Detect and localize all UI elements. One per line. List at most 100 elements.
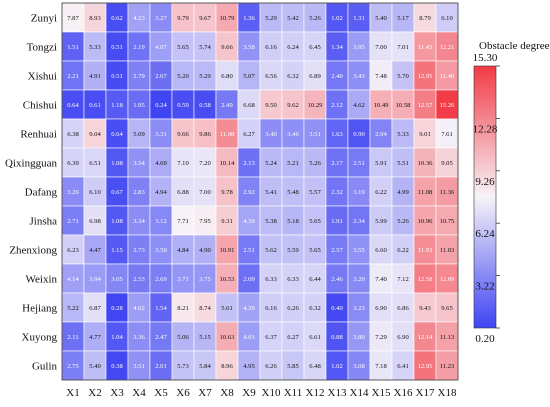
cell-value-label: 5.51 xyxy=(397,160,409,167)
cell-value-label: 4.23 xyxy=(133,15,145,22)
cell-value-label: 6.39 xyxy=(67,160,79,167)
row-label: Weixin xyxy=(26,274,58,286)
row-label: Xishui xyxy=(28,71,57,83)
cell-value-label: 9.86 xyxy=(199,131,211,138)
cell-value-label: 5.73 xyxy=(177,363,189,370)
column-label: X5 xyxy=(154,387,168,399)
colorbar-gradient xyxy=(473,65,497,329)
row-label: Chishui xyxy=(23,100,57,112)
cell-value-label: 1.08 xyxy=(111,160,123,167)
cell-value-label: 5.20 xyxy=(177,73,189,80)
row-label: Tongzi xyxy=(27,42,57,54)
cell-value-label: 5.59 xyxy=(287,247,299,254)
cell-value-label: 6.41 xyxy=(397,363,409,370)
cell-value-label: 5.85 xyxy=(287,363,299,370)
cell-value-label: 5.40 xyxy=(375,15,387,22)
cell-value-label: 0.62 xyxy=(111,15,123,22)
cell-value-label: 0.88 xyxy=(331,334,343,341)
cell-value-label: 3.31 xyxy=(155,131,167,138)
cell-value-label: 11.36 xyxy=(440,189,455,196)
cell-value-label: 1.15 xyxy=(111,247,123,254)
cell-value-label: 9.50 xyxy=(265,102,277,109)
column-label: X8 xyxy=(220,387,234,399)
cell-value-label: 4.47 xyxy=(89,247,101,254)
cell-value-label: 3.46 xyxy=(287,131,299,138)
cell-value-label: 3.36 xyxy=(133,334,145,341)
cell-value-label: 5.61 xyxy=(221,305,233,312)
cell-value-label: 5.70 xyxy=(397,73,409,80)
cell-value-label: 6.10 xyxy=(89,189,101,196)
cell-value-label: 9.05 xyxy=(441,160,453,167)
cell-value-label: 6.87 xyxy=(89,305,101,312)
cell-value-label: 0.67 xyxy=(111,189,123,196)
column-label: X10 xyxy=(262,387,281,399)
cell-value-label: 4.94 xyxy=(155,189,167,196)
cell-value-label: 5.22 xyxy=(67,305,79,312)
cell-value-label: 10.75 xyxy=(440,218,456,225)
cell-value-label: 10.36 xyxy=(418,160,434,167)
cell-value-label: 2.92 xyxy=(243,189,255,196)
cell-value-label: 3.12 xyxy=(155,218,167,225)
cell-value-label: 3.71 xyxy=(177,276,189,283)
cell-value-label: 5.15 xyxy=(199,334,211,341)
cell-value-label: 6.90 xyxy=(375,305,387,312)
cell-value-label: 6.38 xyxy=(67,131,79,138)
cell-value-label: 9.79 xyxy=(177,15,189,22)
row-label: Dafang xyxy=(25,187,58,199)
cell-value-label: 6.16 xyxy=(265,44,277,51)
cell-value-label: 7.00 xyxy=(199,189,211,196)
cell-value-label: 10.91 xyxy=(220,247,235,254)
cell-value-label: 5.65 xyxy=(309,247,321,254)
row-label: Renhuai xyxy=(20,129,57,141)
cell-value-label: 2.12 xyxy=(331,102,343,109)
cell-value-label: 1.91 xyxy=(331,218,343,225)
cell-value-label: 9.66 xyxy=(177,131,189,138)
cell-value-label: 5.29 xyxy=(199,73,211,80)
column-labels: X1 X2 X3 X4 X5 X6 X7 X8 X9 X10 X11 X12 X13 X14 X15 X16 X… xyxy=(66,387,457,399)
column-label: X7 xyxy=(198,387,212,399)
plot-frame xyxy=(61,2,459,381)
cell-value-label: 5.33 xyxy=(397,131,409,138)
cell-value-label: 1.95 xyxy=(133,102,145,109)
cell-value-label: 5.99 xyxy=(375,218,387,225)
cell-value-label: 12.95 xyxy=(418,73,434,80)
cell-value-label: 2.07 xyxy=(155,73,167,80)
colorbar-tick-label: 6.24 xyxy=(475,228,495,240)
cell-value-label: 1.02 xyxy=(331,363,343,370)
colorbar: Obstacle degree(%) 15.30 12.28 9.26 6.24 3.2… xyxy=(473,40,550,345)
cell-value-label: 0.24 xyxy=(155,102,167,109)
cell-value-label: 2.09 xyxy=(243,276,255,283)
column-label: X1 xyxy=(66,387,79,399)
cell-value-label: 2.47 xyxy=(155,334,167,341)
cell-value-label: 5.07 xyxy=(243,73,255,80)
row-label: Zhenxiong xyxy=(9,245,57,257)
cell-value-label: 5.84 xyxy=(199,363,211,370)
colorbar-tick-label: 3.22 xyxy=(475,281,494,293)
row-label: Qixingguan xyxy=(5,158,57,170)
cell-value-label: 6.33 xyxy=(265,276,277,283)
cell-value-label: 9.67 xyxy=(199,15,211,22)
cell-value-label: 2.71 xyxy=(67,218,79,225)
cell-value-label: 3.27 xyxy=(155,15,167,22)
cell-value-label: 6.16 xyxy=(265,305,277,312)
cell-value-label: 2.49 xyxy=(221,102,233,109)
cell-value-label: 6.86 xyxy=(397,305,409,312)
cell-value-label: 4.62 xyxy=(353,102,365,109)
cell-value-label: 7.87 xyxy=(67,15,79,22)
cell-value-label: 12.21 xyxy=(440,44,455,51)
cell-value-label: 6.48 xyxy=(309,363,321,370)
cell-value-label: 8.96 xyxy=(221,363,233,370)
cell-value-label: 5.38 xyxy=(265,218,277,225)
cell-value-label: 5.74 xyxy=(199,44,211,51)
cell-value-label: 5.33 xyxy=(89,44,101,51)
cell-value-label: 4.99 xyxy=(397,189,409,196)
cell-value-label: 7.00 xyxy=(375,44,387,51)
cell-value-label: 0.59 xyxy=(177,102,189,109)
cell-value-label: 5.24 xyxy=(265,160,277,167)
cell-value-label: 2.13 xyxy=(243,160,255,167)
cell-value-label: 5.40 xyxy=(89,363,101,370)
cell-value-label: 2.40 xyxy=(331,73,343,80)
cell-value-label: 10.53 xyxy=(220,276,236,283)
cell-value-label: 6.32 xyxy=(287,73,299,80)
cell-value-label: 1.36 xyxy=(243,15,255,22)
